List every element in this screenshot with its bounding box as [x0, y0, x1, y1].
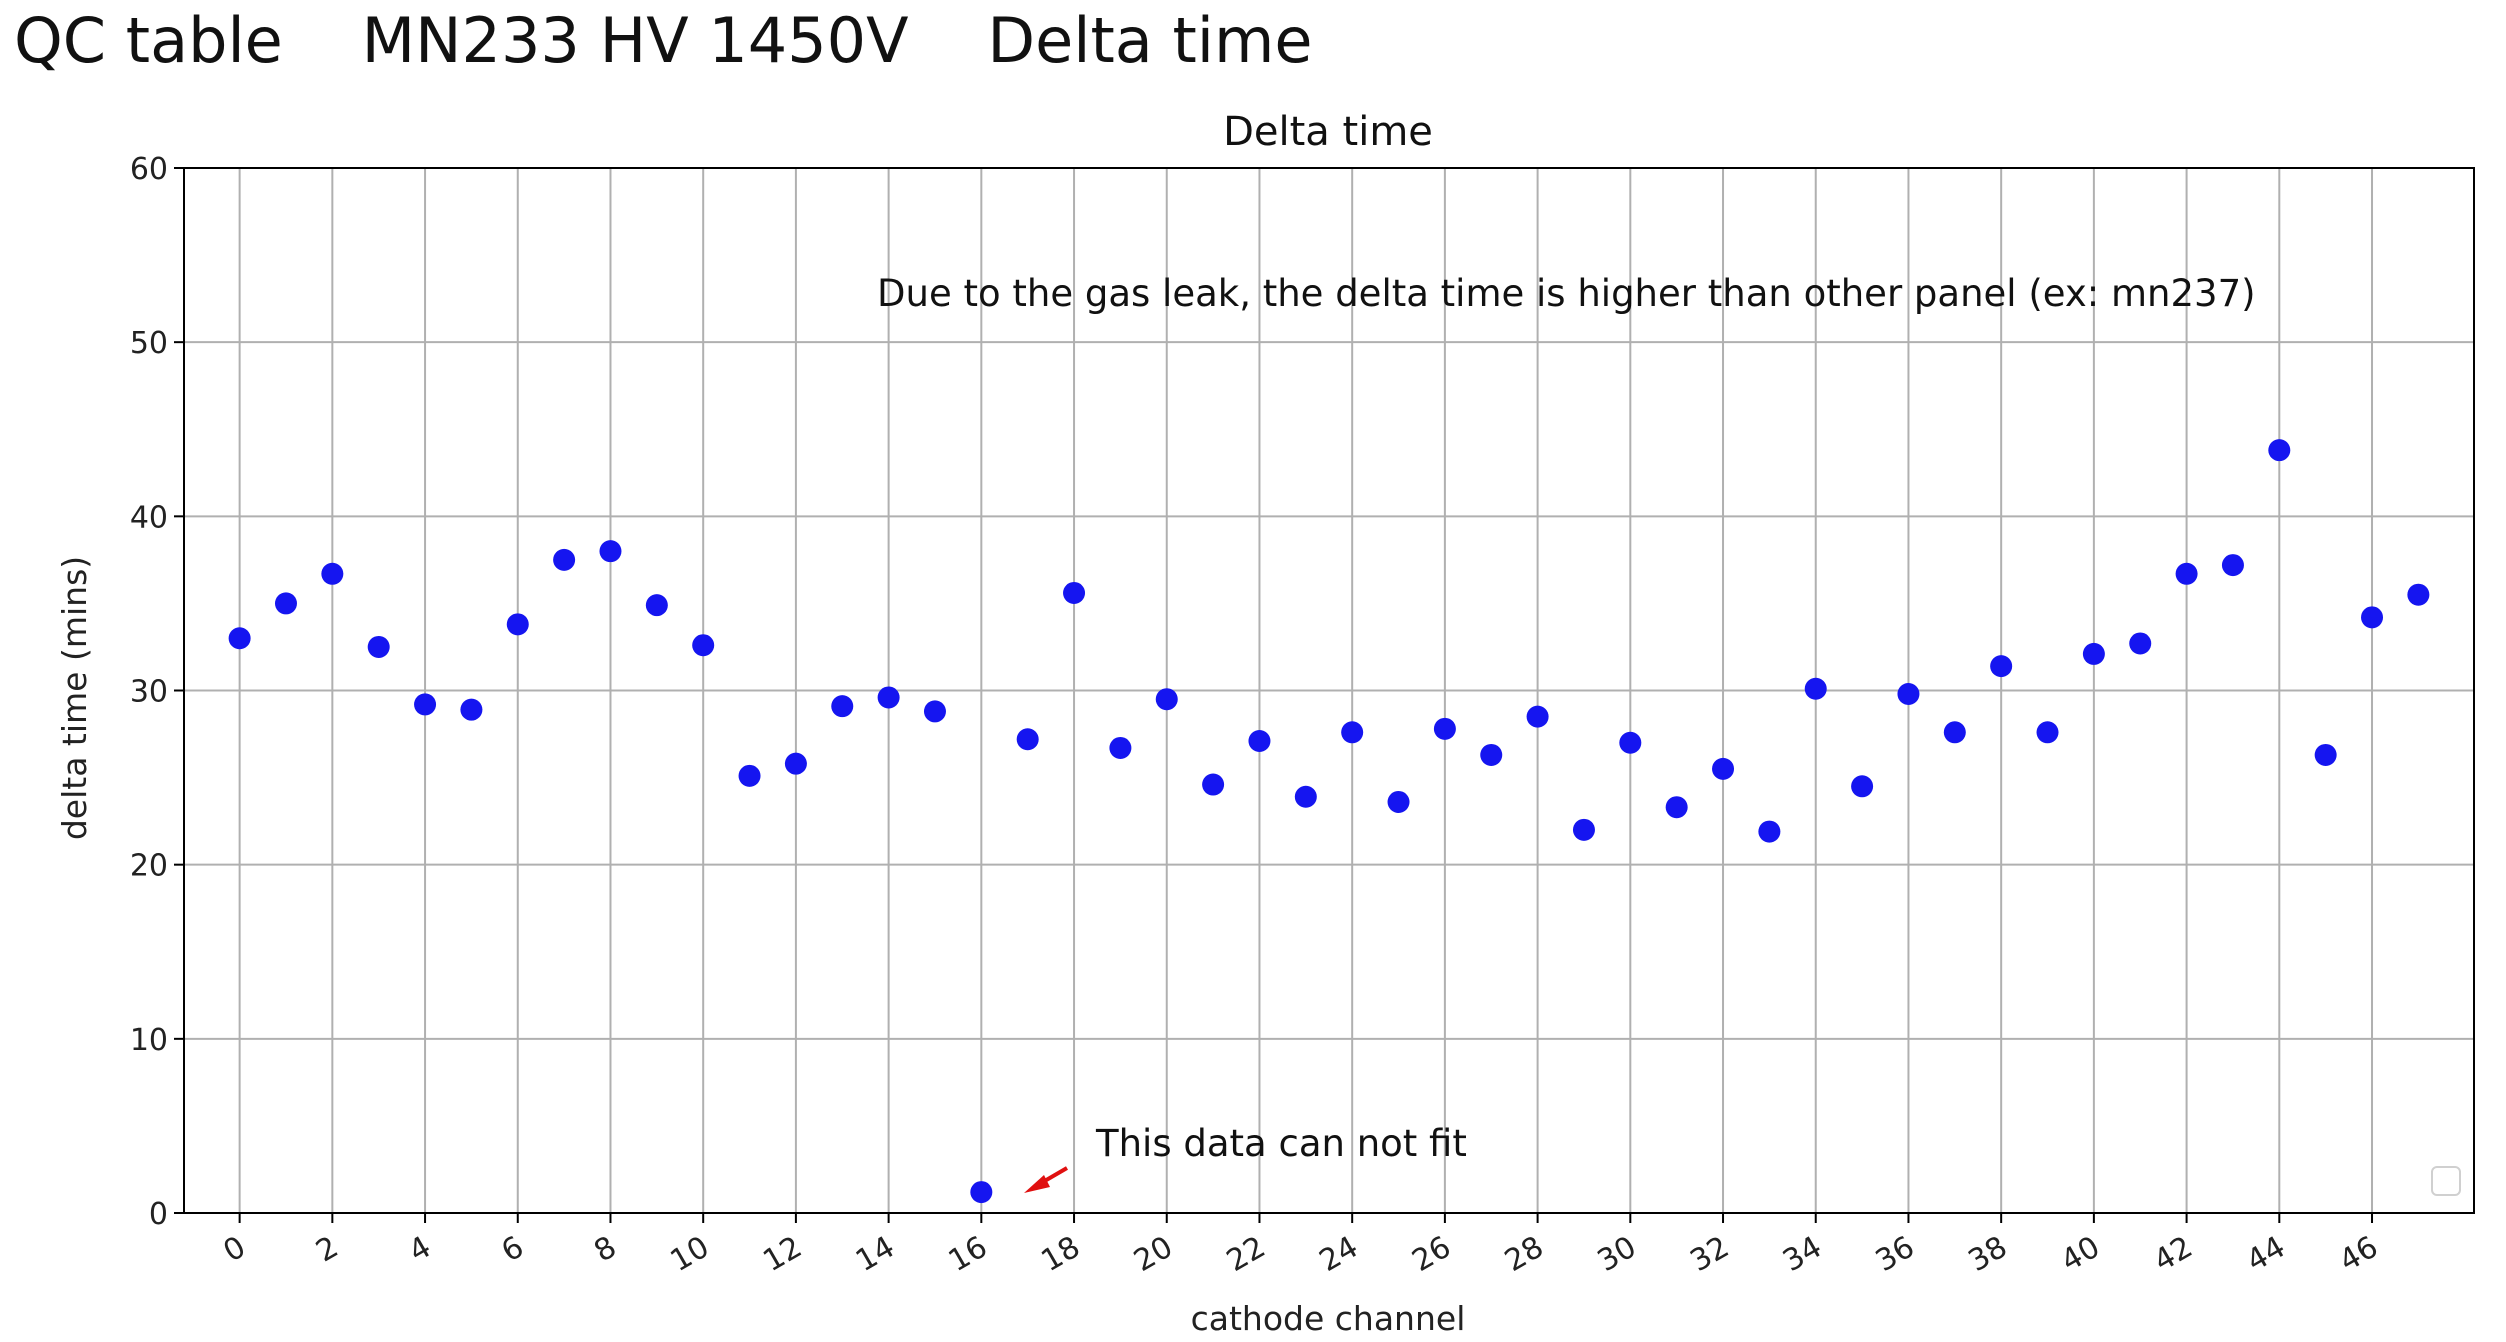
data-point — [228, 627, 251, 650]
data-point — [460, 698, 483, 721]
data-point — [2221, 554, 2244, 577]
x-tick-label: 42 — [2148, 1230, 2199, 1279]
y-tick-label: 40 — [130, 500, 168, 535]
data-point — [923, 700, 946, 723]
x-tick-label: 4 — [403, 1230, 437, 1270]
x-tick-label: 16 — [943, 1230, 994, 1279]
x-tick-label: 44 — [2241, 1230, 2292, 1279]
x-tick-label: 20 — [1128, 1230, 1179, 1279]
data-point — [599, 540, 622, 563]
data-point — [274, 592, 297, 615]
data-point — [1294, 785, 1317, 808]
data-point — [321, 562, 344, 585]
x-tick-label: 8 — [588, 1230, 622, 1270]
legend-box — [2431, 1166, 2461, 1196]
data-point — [2082, 642, 2105, 665]
chart-title: Delta time — [1223, 109, 1433, 155]
data-point — [1387, 790, 1410, 813]
data-point — [1155, 688, 1178, 711]
y-axis-label: delta time (mins) — [55, 556, 94, 840]
grid-lines — [184, 167, 2474, 1214]
data-point — [2361, 606, 2384, 629]
x-tick-label: 10 — [665, 1230, 716, 1279]
data-point — [692, 634, 715, 657]
x-tick-label: 46 — [2333, 1230, 2384, 1279]
data-point — [1480, 743, 1503, 766]
data-point — [1016, 728, 1039, 751]
data-point — [1943, 721, 1966, 744]
x-tick-label: 40 — [2055, 1230, 2106, 1279]
x-tick-label: 30 — [1592, 1230, 1643, 1279]
data-points — [228, 439, 2430, 1204]
data-point — [367, 635, 390, 658]
data-point — [877, 686, 900, 709]
data-point — [1063, 581, 1086, 604]
x-tick-label: 24 — [1314, 1230, 1365, 1279]
data-point — [1804, 677, 1827, 700]
data-point — [784, 752, 807, 775]
x-tick-label: 26 — [1406, 1230, 1457, 1279]
data-point — [1990, 655, 2013, 678]
x-tick-label: 2 — [310, 1230, 344, 1270]
x-tick-label: 34 — [1777, 1230, 1828, 1279]
data-point — [506, 613, 529, 636]
x-tick-label: 12 — [757, 1230, 808, 1279]
data-point — [1758, 820, 1781, 843]
x-axis-label: cathode channel — [1191, 1299, 1466, 1338]
data-point — [2268, 439, 2291, 462]
data-point — [1526, 705, 1549, 728]
x-tick-label: 36 — [1870, 1230, 1921, 1279]
x-tick-label: 32 — [1684, 1230, 1735, 1279]
data-point — [1619, 731, 1642, 754]
x-tick-label: 28 — [1499, 1230, 1550, 1279]
data-point — [1712, 757, 1735, 780]
data-point — [1572, 818, 1595, 841]
data-point — [1109, 736, 1132, 759]
data-point — [2129, 632, 2152, 655]
data-point — [1665, 796, 1688, 819]
x-axis-ticks: 0 2 4 6 8 10 12 14 16 18 20 22 24 26 28 30 32 34 36 38 40 42 4… — [218, 1213, 2384, 1279]
data-point — [2407, 583, 2430, 606]
gas-leak-annotation: Due to the gas leak, the delta time is h… — [877, 272, 2256, 315]
outlier-arrow — [1024, 1166, 1069, 1193]
x-tick-label: 18 — [1035, 1230, 1086, 1279]
y-axis-ticks: 0 10 20 30 40 50 60 — [130, 152, 184, 1232]
y-tick-label: 0 — [149, 1197, 168, 1232]
data-point — [2175, 562, 2198, 585]
x-tick-label: 38 — [1963, 1230, 2014, 1279]
data-point — [1851, 775, 1874, 798]
outlier-annotation: This data can not fit — [1095, 1122, 1467, 1165]
y-tick-label: 60 — [130, 152, 168, 187]
data-point — [1202, 773, 1225, 796]
x-tick-label: 22 — [1221, 1230, 1272, 1279]
data-point — [645, 594, 668, 617]
data-point — [1897, 682, 1920, 705]
data-point — [738, 764, 761, 787]
y-tick-label: 50 — [130, 326, 168, 361]
x-tick-label: 14 — [850, 1230, 901, 1279]
data-point — [2036, 721, 2059, 744]
slide-title: QC table MN233 HV 1450V Delta time — [14, 4, 1313, 77]
data-point — [2314, 743, 2337, 766]
data-point — [970, 1181, 993, 1204]
data-point — [1341, 721, 1364, 744]
data-point — [414, 693, 437, 716]
data-point — [831, 695, 854, 718]
data-point — [1433, 717, 1456, 740]
y-tick-label: 30 — [130, 675, 168, 710]
data-point — [1248, 730, 1271, 753]
y-tick-label: 20 — [130, 849, 168, 884]
y-tick-label: 10 — [130, 1023, 168, 1058]
data-point — [553, 548, 576, 571]
x-tick-label: 6 — [496, 1230, 530, 1270]
x-tick-label: 0 — [218, 1230, 252, 1270]
